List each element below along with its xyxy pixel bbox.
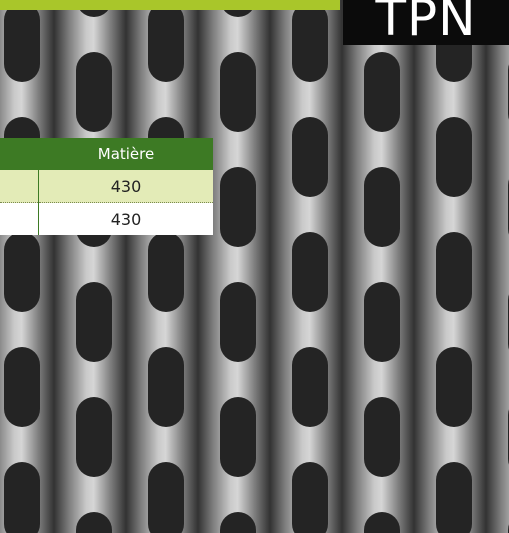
page: TPN Matière 430 430 (() => { const data … [0, 0, 509, 533]
table-cell [0, 170, 39, 203]
header-cell: Matière [39, 138, 214, 170]
table-row: 430 [0, 203, 213, 236]
table-cell: 430 [39, 170, 214, 203]
header-cell [0, 138, 39, 170]
accent-bar [0, 0, 340, 10]
table-cell [0, 203, 39, 236]
table-row: 430 [0, 170, 213, 203]
badge: TPN [343, 0, 509, 45]
table-cell: 430 [39, 203, 214, 236]
spec-table: Matière 430 430 [0, 138, 213, 235]
perforated-metal-image [0, 0, 509, 533]
table-header: Matière [0, 138, 213, 170]
badge-text: TPN [375, 0, 476, 45]
